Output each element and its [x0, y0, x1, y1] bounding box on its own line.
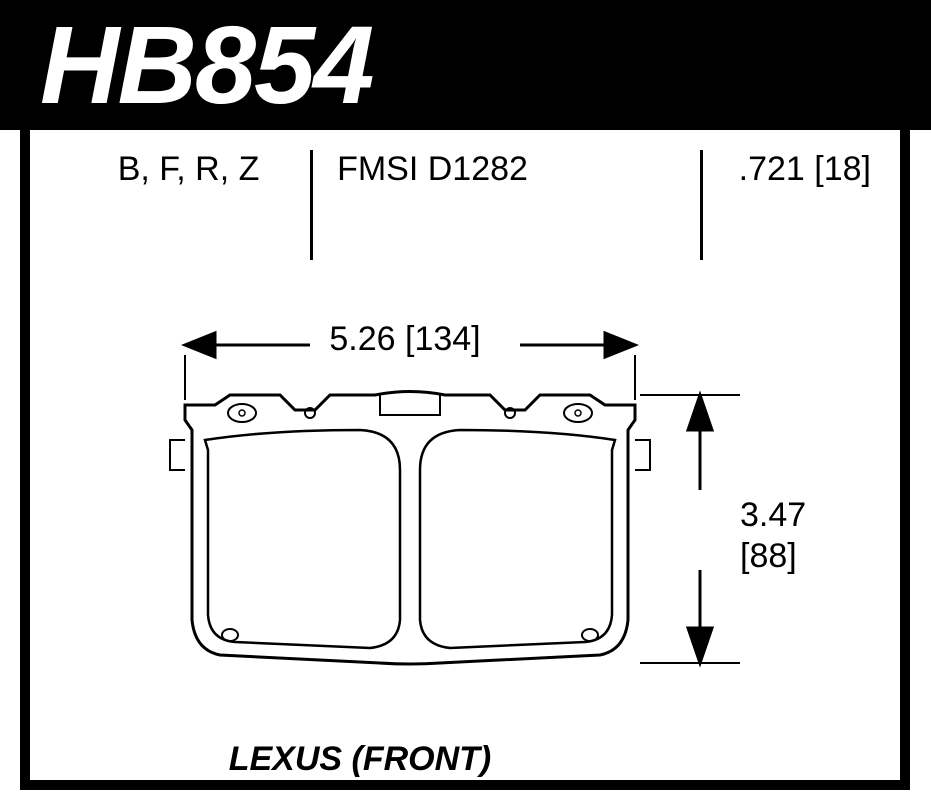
header-bar: HB854 — [0, 0, 931, 130]
technical-drawing — [20, 130, 910, 790]
part-number: HB854 — [40, 2, 372, 129]
brake-pad-icon — [170, 392, 650, 665]
